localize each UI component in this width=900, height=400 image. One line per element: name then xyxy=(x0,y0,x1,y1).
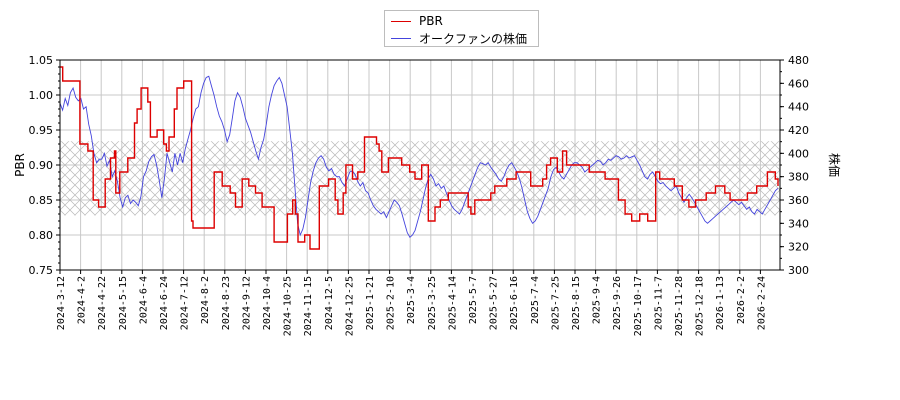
x-tick-label: 2024-10-25 xyxy=(283,276,294,336)
x-tick-label: 2025-5-7 xyxy=(468,276,479,324)
x-tick-label: 2025-6-16 xyxy=(509,276,520,330)
x-tick-label: 2025-3-25 xyxy=(427,276,438,330)
x-tick-label: 2024-4-2 xyxy=(77,276,88,324)
y-right-tick-label: 460 xyxy=(788,77,809,90)
legend-item-stock: オークファンの株価 xyxy=(391,30,527,46)
y-left-tick-label: 0.90 xyxy=(29,159,54,172)
y-right-tick-label: 400 xyxy=(788,147,809,160)
y-right-tick-label: 420 xyxy=(788,124,809,137)
x-tick-label: 2025-10-17 xyxy=(633,276,644,336)
y-left-tick-label: 0.80 xyxy=(29,229,54,242)
x-tick-label: 2024-6-24 xyxy=(159,276,170,330)
y-axis-right: 300 320 340 360 380 400 420 440 460 480 xyxy=(780,54,809,277)
pbr-line xyxy=(60,66,779,250)
legend-item-pbr: PBR xyxy=(391,13,443,29)
x-tick-label: 2025-3-4 xyxy=(406,276,417,324)
stock-price-line xyxy=(60,75,779,239)
shaded-band xyxy=(60,141,780,216)
x-tick-label: 2024-9-12 xyxy=(241,276,252,330)
x-axis: 2024-3-12 2024-4-2 2024-4-22 2024-5-15 2024-… xyxy=(56,270,767,336)
x-tick-label: 2024-6-4 xyxy=(138,276,149,324)
x-tick-label: 2024-3-12 xyxy=(56,276,67,330)
x-tick-label: 2025-12-18 xyxy=(695,276,706,336)
x-tick-label: 2024-5-15 xyxy=(118,276,129,330)
y-left-tick-label: 1.00 xyxy=(29,89,54,102)
x-tick-label: 2024-8-2 xyxy=(200,276,211,324)
x-tick-label: 2025-11-28 xyxy=(674,276,685,336)
y-axis-right-label: 株価 xyxy=(827,153,842,177)
x-tick-label: 2024-11-15 xyxy=(303,276,314,336)
y-left-tick-label: 0.75 xyxy=(29,264,54,277)
y-right-tick-label: 440 xyxy=(788,101,809,114)
x-tick-label: 2025-5-27 xyxy=(489,276,500,330)
y-left-tick-label: 0.95 xyxy=(29,124,54,137)
x-tick-label: 2024-12-25 xyxy=(344,276,355,336)
y-right-tick-label: 480 xyxy=(788,54,809,67)
y-axis-left-label: PBR xyxy=(13,153,27,177)
x-tick-label: 2024-10-4 xyxy=(262,276,273,330)
x-tick-label: 2024-4-22 xyxy=(97,276,108,330)
x-tick-label: 2025-7-4 xyxy=(530,276,541,324)
legend-swatch-stock xyxy=(391,37,411,39)
x-tick-label: 2025-9-4 xyxy=(592,276,603,324)
x-tick-label: 2024-12-5 xyxy=(324,276,335,330)
x-tick-label: 2025-2-10 xyxy=(386,276,397,330)
legend-label-pbr: PBR xyxy=(419,14,443,28)
x-tick-label: 2025-7-25 xyxy=(550,276,561,330)
y-left-tick-label: 0.85 xyxy=(29,194,54,207)
x-tick-label: 2025-9-26 xyxy=(612,276,623,330)
y-left-tick-label: 1.05 xyxy=(29,54,54,67)
legend-swatch-pbr xyxy=(391,20,411,22)
x-tick-label: 2024-8-23 xyxy=(221,276,232,330)
y-axis-left: 0.75 0.80 0.85 0.90 0.95 1.00 1.05 xyxy=(29,54,60,277)
x-tick-label: 2026-2-24 xyxy=(756,276,767,330)
legend-label-stock: オークファンの株価 xyxy=(419,31,528,46)
y-right-tick-label: 300 xyxy=(788,264,809,277)
y-right-tick-label: 380 xyxy=(788,171,809,184)
x-tick-label: 2026-1-13 xyxy=(715,276,726,330)
x-tick-label: 2025-4-14 xyxy=(447,276,458,330)
y-right-tick-label: 340 xyxy=(788,217,809,230)
x-tick-label: 2025-8-15 xyxy=(571,276,582,330)
y-right-tick-label: 360 xyxy=(788,194,809,207)
x-tick-label: 2025-11-7 xyxy=(653,276,664,330)
chart-legend: PBR オークファンの株価 xyxy=(384,10,539,47)
x-tick-label: 2024-7-12 xyxy=(180,276,191,330)
x-tick-label: 2025-1-21 xyxy=(365,276,376,330)
y-right-tick-label: 320 xyxy=(788,241,809,254)
x-tick-label: 2026-2-2 xyxy=(736,276,747,324)
